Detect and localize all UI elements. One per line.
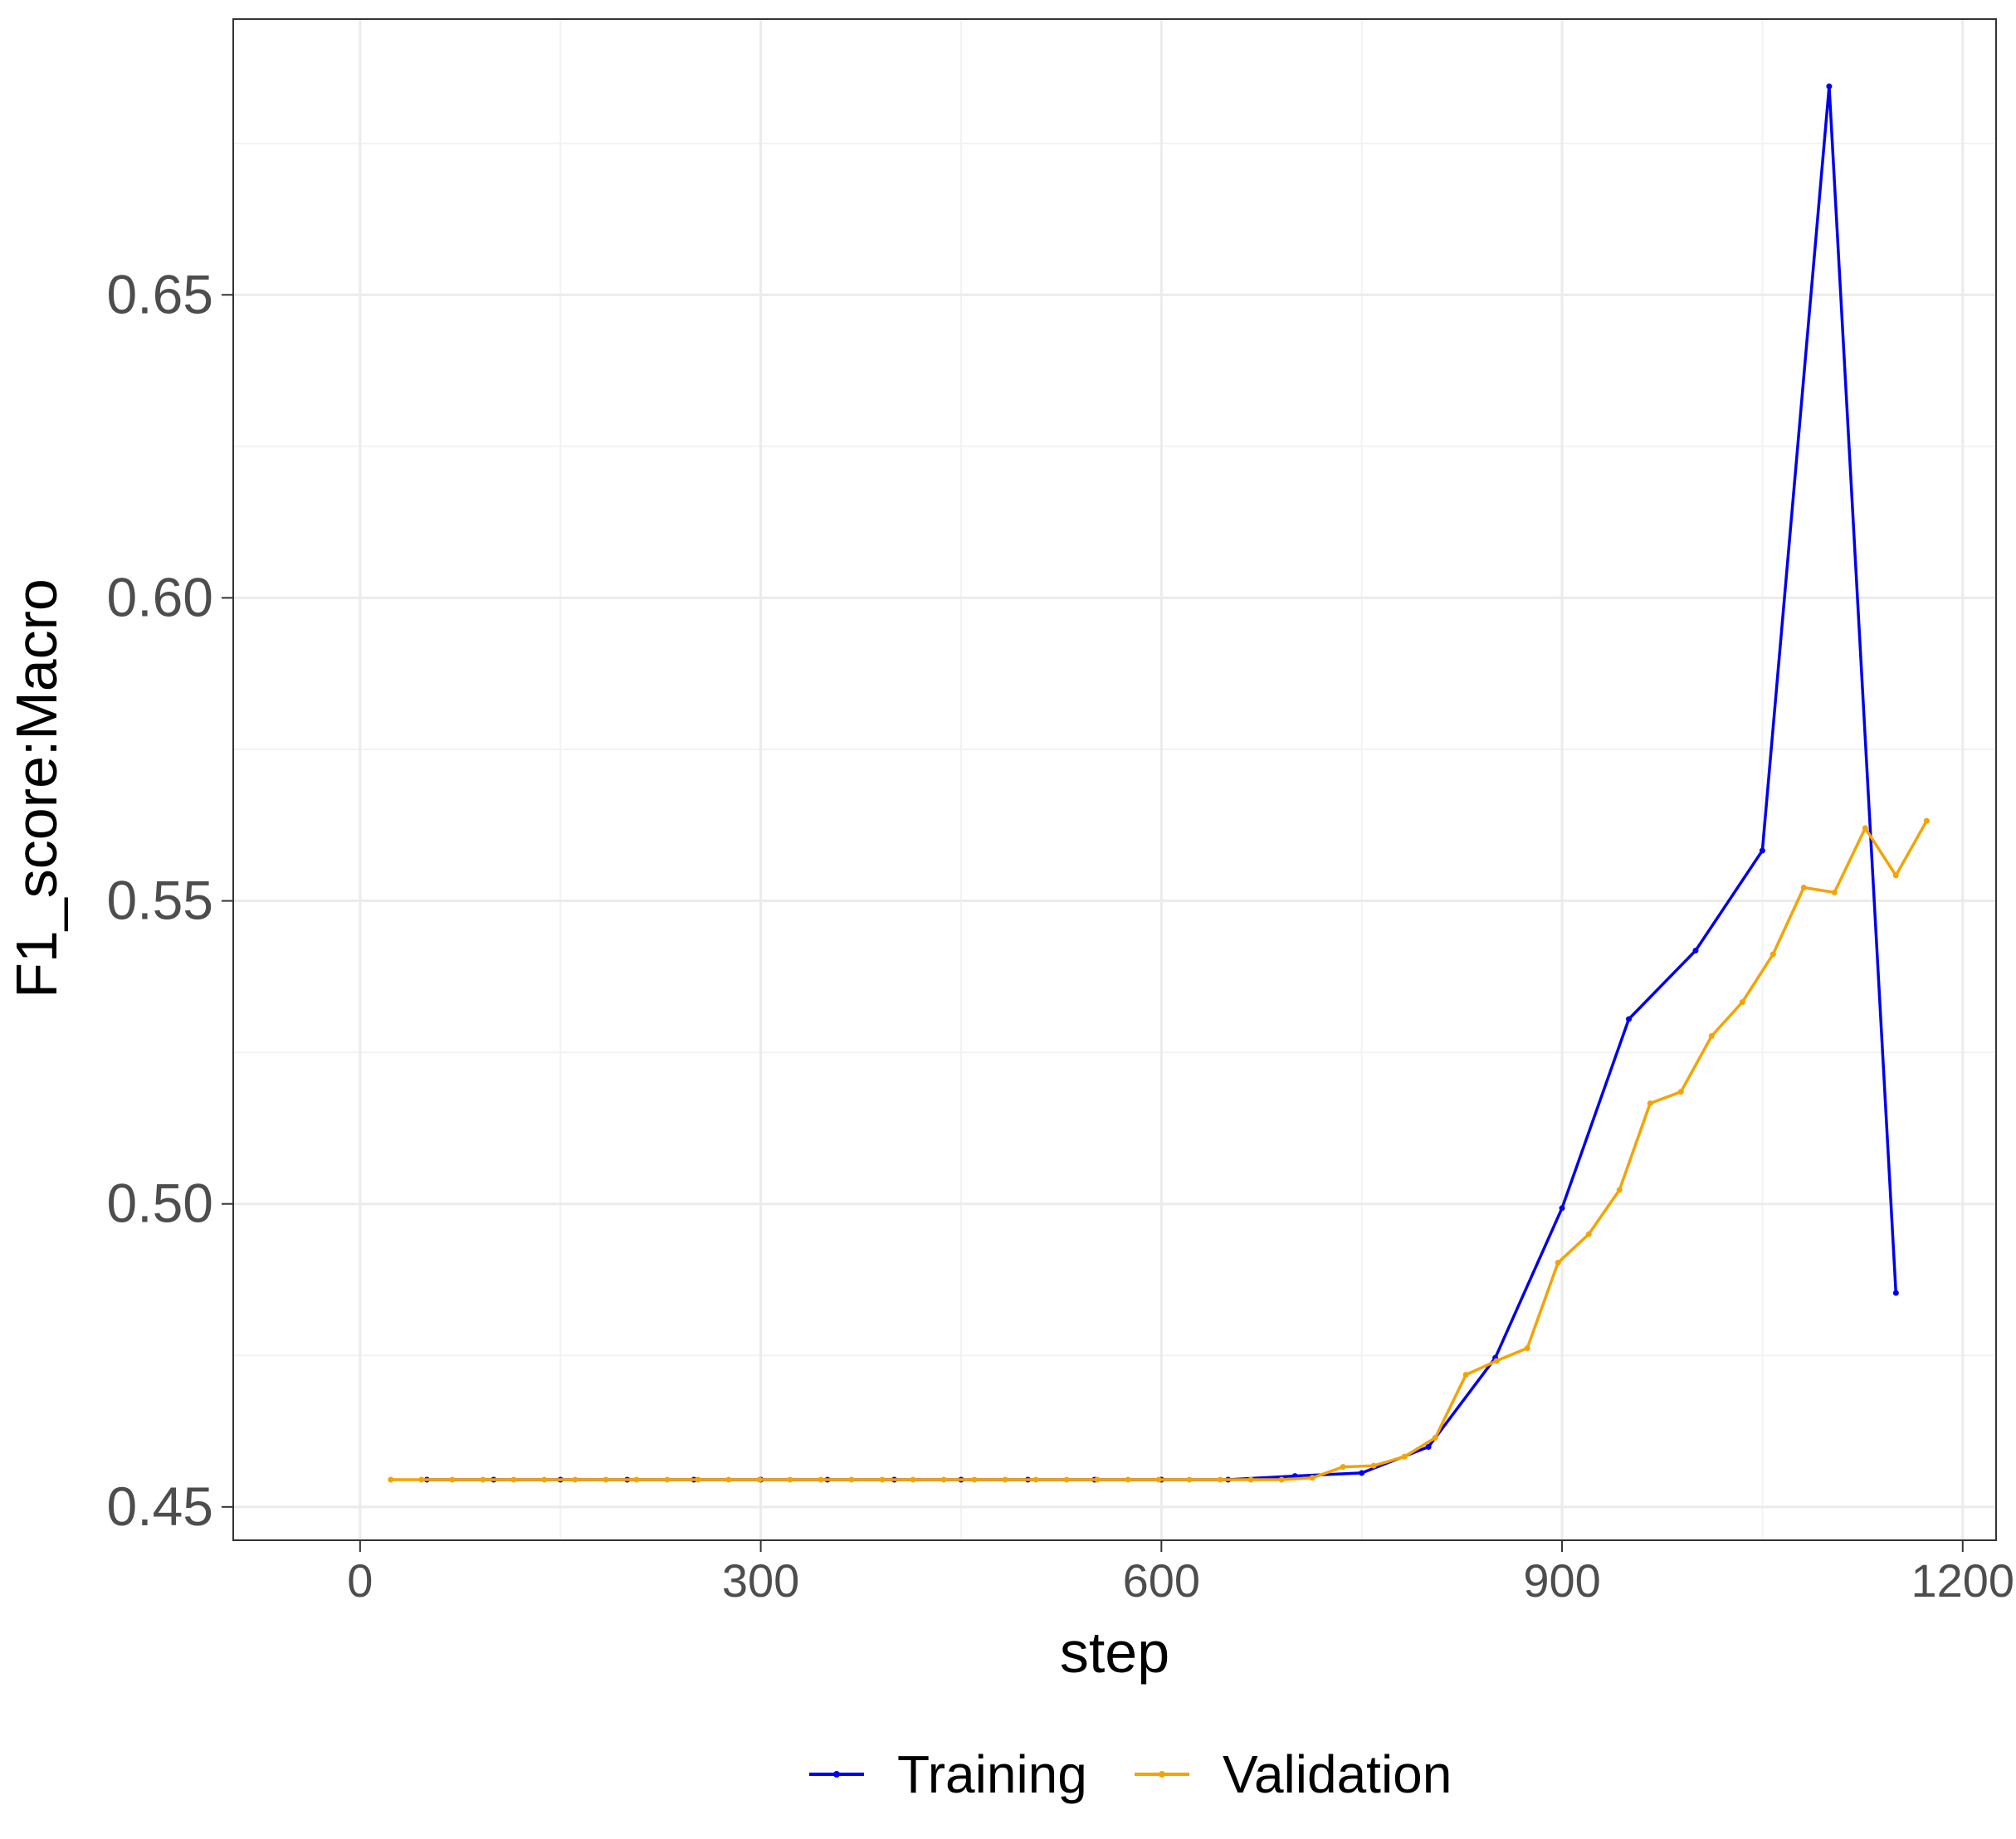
data-point-validation xyxy=(848,1476,855,1483)
data-point-validation xyxy=(1800,884,1807,890)
data-point-validation xyxy=(695,1476,701,1483)
legend-key-point xyxy=(1159,1771,1165,1778)
data-point-validation xyxy=(664,1476,671,1483)
data-point-training xyxy=(1626,1016,1632,1022)
data-point-validation xyxy=(1063,1476,1070,1483)
data-point-validation xyxy=(388,1476,394,1483)
data-point-validation xyxy=(1309,1475,1316,1481)
data-point-validation xyxy=(1217,1476,1223,1483)
legend-key-point xyxy=(833,1771,840,1778)
data-point-validation xyxy=(633,1476,640,1483)
legend-label: Validation xyxy=(1223,1744,1452,1804)
legend-label: Training xyxy=(897,1744,1087,1804)
data-point-validation xyxy=(1769,951,1776,958)
data-point-validation xyxy=(1493,1358,1500,1364)
data-point-validation xyxy=(603,1476,609,1483)
axis-ticks xyxy=(222,294,1964,1552)
data-point-validation xyxy=(971,1476,978,1483)
legend-item-training: Training xyxy=(809,1744,1087,1804)
y-axis-title: F1_score:Macro xyxy=(4,578,69,998)
x-tick-label: 600 xyxy=(1123,1554,1200,1607)
data-point-training xyxy=(1826,83,1833,90)
data-point-validation xyxy=(418,1476,425,1483)
data-point-validation xyxy=(1340,1464,1346,1471)
data-point-validation xyxy=(1677,1089,1684,1095)
legend-item-validation: Validation xyxy=(1135,1744,1452,1804)
data-point-validation xyxy=(1555,1260,1561,1266)
data-point-training xyxy=(1359,1470,1365,1476)
x-axis-title: step xyxy=(1060,1620,1169,1685)
data-point-validation xyxy=(510,1476,517,1483)
data-point-training xyxy=(1559,1205,1565,1212)
data-point-validation xyxy=(1524,1345,1530,1352)
y-tick-label: 0.50 xyxy=(107,1173,213,1234)
y-tick-label: 0.55 xyxy=(107,870,213,931)
data-point-validation xyxy=(818,1476,824,1483)
data-point-validation xyxy=(1585,1231,1592,1237)
data-point-validation xyxy=(1892,872,1899,879)
y-tick-label: 0.65 xyxy=(107,263,213,324)
x-tick-label: 1200 xyxy=(1911,1554,2014,1607)
data-point-validation xyxy=(541,1476,548,1483)
data-point-validation xyxy=(1278,1476,1285,1483)
series-layer xyxy=(388,83,1930,1483)
x-tick-label: 900 xyxy=(1523,1554,1600,1607)
data-point-validation xyxy=(1739,999,1745,1006)
tick-labels: 0 300 600 900 1200 0.45 0.50 0.55 0.60 0.65 xyxy=(107,263,2015,1607)
data-point-validation xyxy=(787,1476,793,1483)
data-point-validation xyxy=(1923,817,1930,824)
data-point-validation xyxy=(1616,1187,1623,1193)
data-point-validation xyxy=(725,1476,732,1483)
data-point-validation xyxy=(1432,1435,1438,1441)
data-point-training xyxy=(1692,947,1699,954)
y-tick-label: 0.60 xyxy=(107,566,213,627)
data-point-validation xyxy=(1462,1372,1469,1378)
data-point-validation xyxy=(940,1476,947,1483)
data-point-validation xyxy=(1186,1476,1193,1483)
data-point-validation xyxy=(1125,1476,1131,1483)
data-point-validation xyxy=(1094,1476,1101,1483)
data-point-training xyxy=(1759,847,1765,854)
series-validation xyxy=(388,817,1930,1483)
y-tick-label: 0.45 xyxy=(107,1476,213,1537)
data-point-validation xyxy=(572,1476,578,1483)
data-point-validation xyxy=(1155,1476,1162,1483)
data-point-validation xyxy=(1401,1453,1408,1460)
data-point-validation xyxy=(756,1476,763,1483)
data-point-validation xyxy=(1647,1100,1653,1106)
plot-panel-border xyxy=(232,18,1997,1541)
data-point-validation xyxy=(480,1476,486,1483)
data-point-validation xyxy=(1032,1476,1039,1483)
x-tick-label: 0 xyxy=(347,1554,373,1607)
major-gridlines xyxy=(233,19,1996,1540)
data-point-validation xyxy=(910,1476,916,1483)
data-point-validation xyxy=(1708,1032,1715,1039)
data-point-validation xyxy=(1002,1476,1008,1483)
data-point-training xyxy=(1892,1290,1899,1296)
data-point-validation xyxy=(1862,825,1868,832)
minor-gridlines xyxy=(233,19,1996,1540)
data-point-training xyxy=(1425,1444,1432,1451)
data-point-validation xyxy=(449,1476,456,1483)
data-point-validation xyxy=(1370,1462,1377,1469)
data-point-validation xyxy=(1247,1476,1254,1483)
data-point-validation xyxy=(879,1476,886,1483)
x-tick-label: 300 xyxy=(722,1554,799,1607)
legend: Training Validation xyxy=(809,1744,1452,1804)
data-point-validation xyxy=(1831,889,1838,895)
